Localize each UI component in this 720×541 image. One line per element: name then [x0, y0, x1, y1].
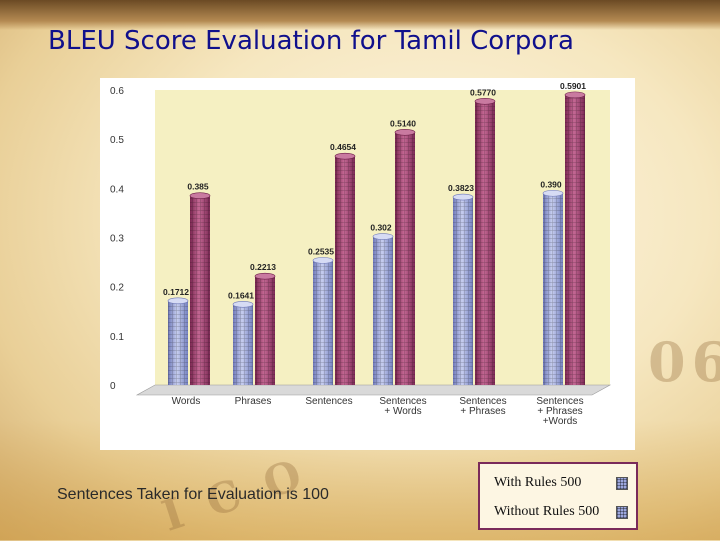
- bar-hatch: [313, 260, 333, 385]
- bar-cap: [334, 152, 356, 160]
- bar-cap: [254, 272, 276, 280]
- y-tick-label: 0.6: [110, 86, 124, 97]
- x-category-label: + Phrases: [460, 406, 505, 417]
- data-label: 0.390: [540, 179, 562, 189]
- bar-hatch: [453, 197, 473, 385]
- legend-label-without-rules: Without Rules 500: [494, 504, 600, 519]
- bar-hatch: [565, 94, 585, 386]
- bar-cap: [312, 257, 334, 264]
- evaluation-caption: Sentences Taken for Evaluation is 100: [57, 486, 329, 503]
- data-label: 0.2535: [308, 246, 334, 256]
- bar-hatch: [335, 156, 355, 385]
- y-tick-label: 0.3: [110, 234, 124, 245]
- bar-cap: [189, 192, 211, 200]
- bar-cap: [167, 297, 189, 305]
- bar-chart: 00.10.20.30.40.50.6 0.1712 0.16410.25350.…: [110, 81, 612, 427]
- x-category-label: + Words: [384, 406, 421, 417]
- data-label: 0.385: [187, 182, 209, 192]
- x-category-label: + Phrases: [537, 406, 582, 417]
- y-tick-label: 0.1: [110, 332, 124, 343]
- x-category-label: Sentences: [459, 396, 506, 407]
- bar-cap: [394, 128, 416, 136]
- bar-hatch: [168, 300, 188, 385]
- y-tick-label: 0.2: [110, 283, 124, 294]
- bar-hatch: [395, 132, 415, 385]
- legend: With Rules 500 Without Rules 500: [478, 462, 638, 530]
- chart-panel: 0 0.1 0.2 0.3 0.4 0.5 0.6 0.1712 0.1641 0.2535 0.…: [100, 78, 635, 450]
- bar-hatch: [190, 195, 210, 385]
- x-category-label: Phrases: [235, 396, 272, 407]
- y-tick-label: 0.4: [110, 184, 124, 195]
- y-axis: 0 0.1 0.2 0.3 0.4 0.5 0.6: [110, 86, 124, 392]
- x-axis-categories: Words Phrases Sentences Sentences+ WordsSen…: [172, 396, 584, 427]
- x-category-label: Sentences: [305, 396, 352, 407]
- legend-swatch-without-rules: [616, 506, 628, 519]
- plot-floor: [135, 384, 612, 396]
- data-label: 0.302: [370, 223, 392, 233]
- bars: [167, 91, 586, 386]
- bar-hatch: [233, 304, 253, 385]
- data-label: 0.5770: [470, 87, 496, 97]
- data-label: 0.1712: [163, 287, 189, 297]
- data-label: 0.1641: [228, 290, 254, 300]
- x-category-label: Sentences: [379, 396, 426, 407]
- x-category-label: Sentences: [536, 396, 583, 407]
- legend-swatch-with-rules: [616, 477, 628, 490]
- y-tick-label: 0: [110, 381, 116, 392]
- bar-hatch: [543, 193, 563, 385]
- bar-hatch: [475, 101, 495, 385]
- watermark-year: 06: [648, 330, 720, 394]
- bar-cap: [372, 233, 394, 240]
- legend-label-with-rules: With Rules 500: [494, 475, 582, 490]
- data-label: 0.5901: [560, 81, 586, 91]
- bar-cap: [452, 193, 474, 201]
- data-label: 0.3823: [448, 183, 474, 193]
- bar-cap: [232, 301, 254, 308]
- bar-hatch: [373, 236, 393, 385]
- bar-cap: [542, 189, 564, 197]
- data-label: 0.2213: [250, 262, 276, 272]
- slide-title: BLEU Score Evaluation for Tamil Corpora: [48, 26, 574, 56]
- data-label: 0.5140: [390, 118, 416, 128]
- data-labels: 0.1712 0.1641 0.2535 0.302 0.3823 0.390 0.385 0…: [163, 81, 586, 300]
- x-category-label: +Words: [543, 416, 578, 427]
- bar-cap: [564, 91, 586, 99]
- data-label: 0.4654: [330, 142, 356, 152]
- x-category-label: Words: [172, 396, 201, 407]
- background-top-band: [0, 0, 720, 30]
- y-tick-label: 0.5: [110, 135, 124, 146]
- bar-cap: [474, 98, 496, 105]
- bar-hatch: [255, 276, 275, 385]
